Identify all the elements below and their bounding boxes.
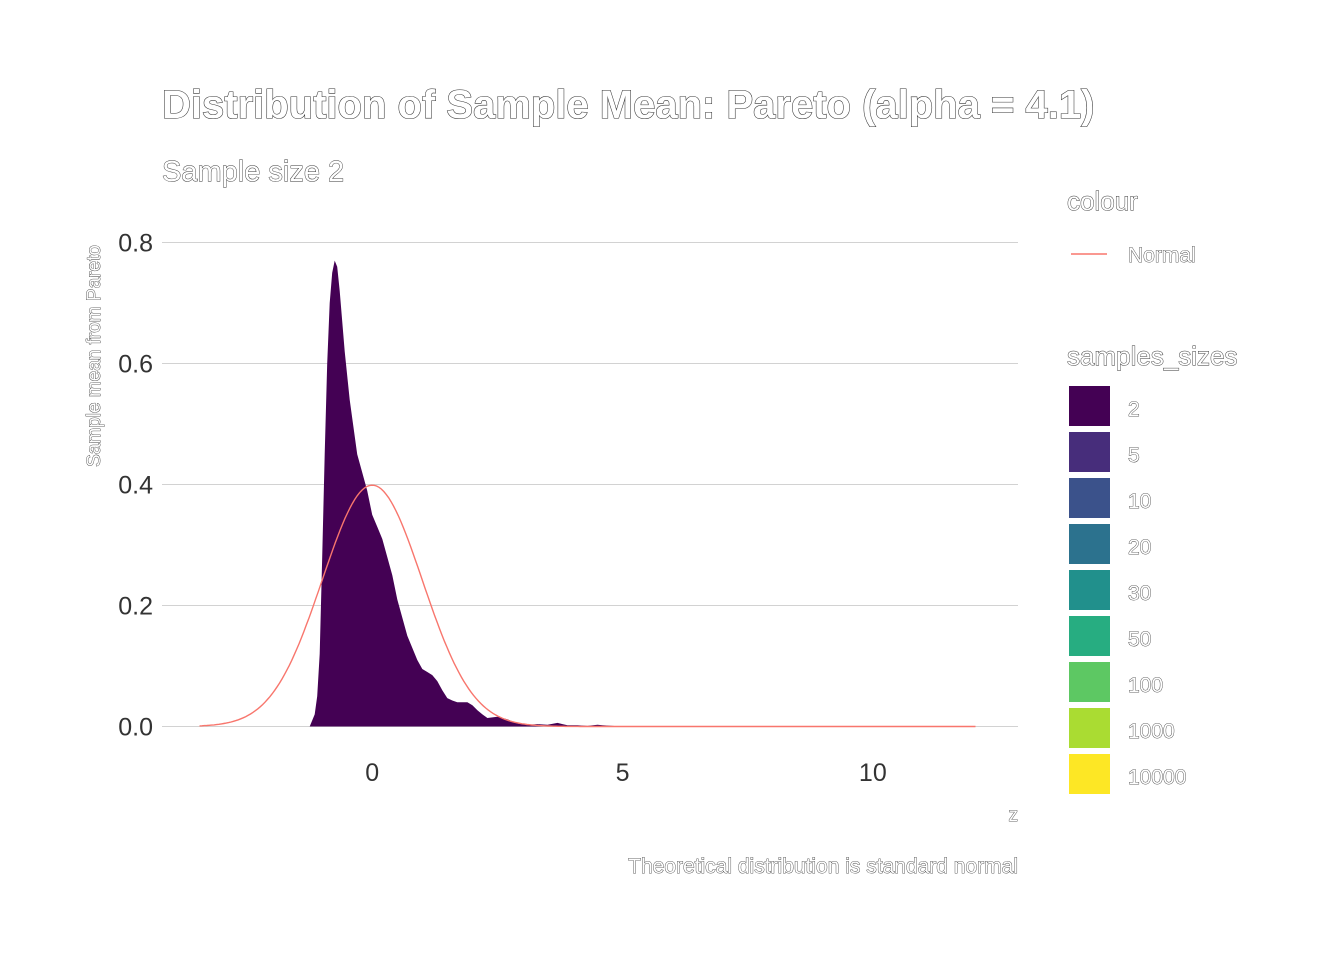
- y-tick-label-0: 0.0: [118, 714, 153, 742]
- legend-swatch-10: [1069, 478, 1110, 518]
- legend-label-50: 50: [1128, 628, 1151, 651]
- legend-normal-label: Normal: [1128, 244, 1196, 267]
- plot-marks: [199, 260, 976, 728]
- legend-swatch-10000: [1069, 754, 1110, 794]
- legend-colour-title: colour: [1067, 186, 1138, 216]
- legend-swatch-1000: [1069, 708, 1110, 748]
- legend-label-10000: 10000: [1128, 766, 1186, 789]
- legend-samples-sizes-title: samples_sizes: [1067, 341, 1238, 371]
- chart-title: Distribution of Sample Mean: Pareto (alp…: [162, 83, 1094, 127]
- legend-label-1000: 1000: [1128, 720, 1175, 743]
- legend-label-5: 5: [1128, 444, 1140, 467]
- legend-swatch-20: [1069, 524, 1110, 564]
- legend-label-2: 2: [1128, 398, 1140, 421]
- y-tick-label-4: 0.8: [118, 230, 153, 258]
- density-area-sample-size-2: [309, 260, 623, 727]
- x-tick-label-0: 0: [365, 759, 379, 787]
- y-tick-label-2: 0.4: [118, 472, 153, 500]
- x-tick-labels: 0 5 10: [365, 759, 886, 787]
- x-axis-title: z: [1009, 805, 1019, 826]
- legend-samples-sizes: samples_sizes 2 5 10 20 30 50 100 1000 1…: [1067, 341, 1238, 794]
- x-tick-label-2: 10: [859, 759, 887, 787]
- chart-subtitle: Sample size 2: [162, 156, 344, 188]
- legend-colour: colour Normal: [1067, 186, 1197, 268]
- legend-swatch-30: [1069, 570, 1110, 610]
- y-tick-label-3: 0.6: [118, 351, 153, 379]
- legend-label-20: 20: [1128, 536, 1151, 559]
- y-tick-label-1: 0.2: [118, 593, 153, 621]
- gridlines: [162, 242, 1018, 727]
- legend-swatch-5: [1069, 432, 1110, 472]
- legend-label-10: 10: [1128, 490, 1151, 513]
- y-axis-title: Sample mean from Pareto: [84, 245, 105, 467]
- normal-density-line: [199, 484, 976, 728]
- legend-swatch-100: [1069, 662, 1110, 702]
- legend-label-100: 100: [1128, 674, 1163, 697]
- y-tick-labels: 0.0 0.2 0.4 0.6 0.8: [118, 230, 153, 742]
- legend-swatch-2: [1069, 386, 1110, 426]
- chart-caption: Theoretical distribution is standard nor…: [628, 855, 1018, 878]
- legend-swatch-50: [1069, 616, 1110, 656]
- legend-label-30: 30: [1128, 582, 1151, 605]
- x-tick-label-1: 5: [616, 759, 630, 787]
